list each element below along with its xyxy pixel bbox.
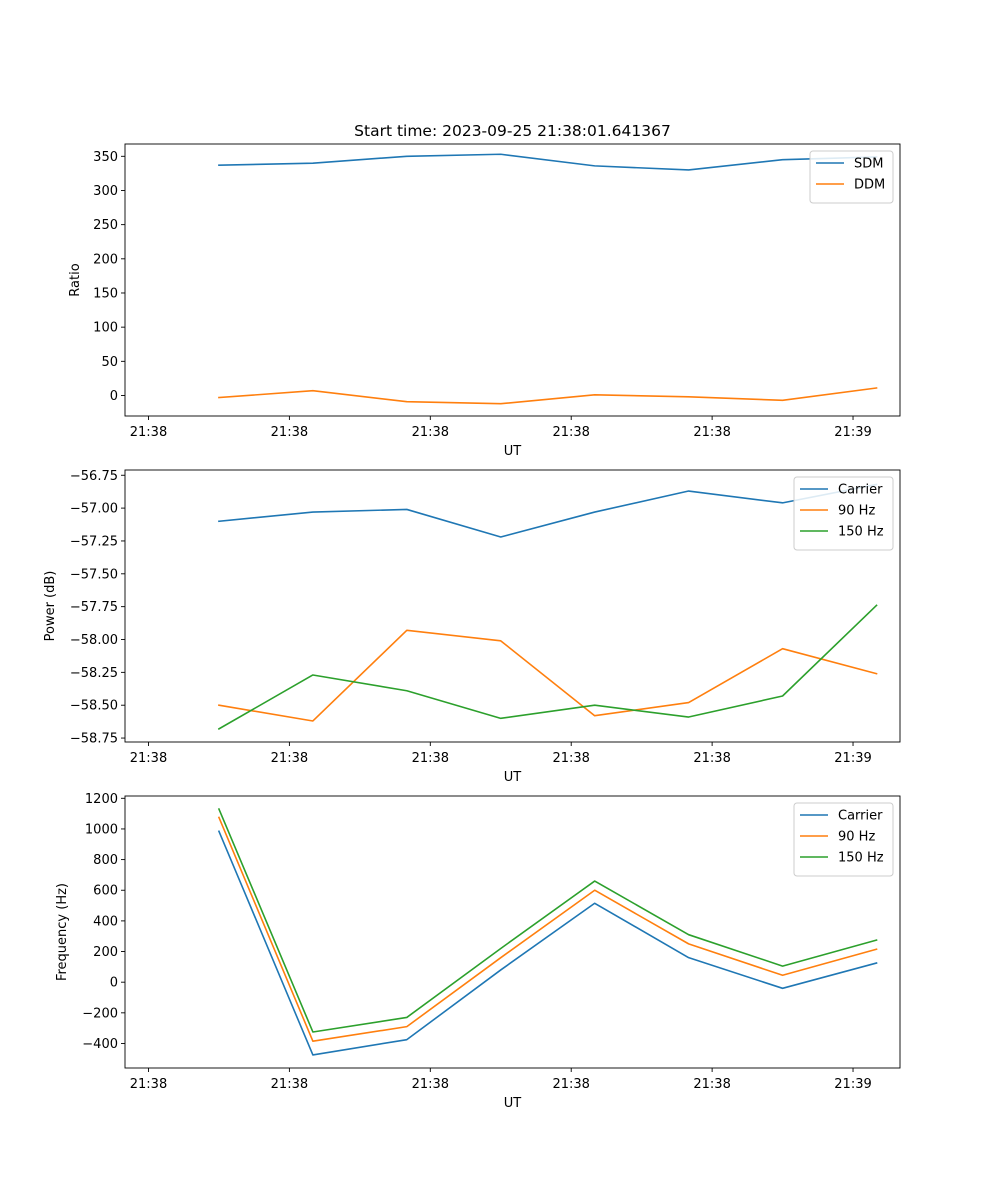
- series-line-150-hz: [217, 604, 878, 730]
- y-tick-label: 50: [101, 355, 118, 370]
- axes-frame: [124, 469, 901, 743]
- y-tick-label: −58.50: [70, 699, 118, 714]
- x-tick-label: 21:39: [834, 751, 871, 766]
- y-tick-label: 350: [93, 150, 118, 165]
- chart-title: Start time: 2023-09-25 21:38:01.641367: [354, 122, 671, 140]
- x-tick-label: 21:38: [552, 425, 589, 440]
- legend-entry: DDM: [854, 178, 885, 193]
- ratio-panel: 0 50 100 150 200 250 300 350 21:38 21:38 21:38 21:3…: [68, 143, 901, 459]
- y-tick-label: −56.75: [70, 469, 118, 484]
- x-tick-label: 21:38: [412, 1077, 449, 1092]
- y-tick-label: 0: [110, 389, 118, 404]
- x-axis-label: UT: [504, 444, 522, 459]
- x-tick-label: 21:38: [412, 425, 449, 440]
- legend: Carrier 90 Hz 150 Hz: [793, 802, 894, 877]
- x-tick-label: 21:38: [130, 425, 167, 440]
- x-axis-label: UT: [504, 1096, 522, 1111]
- y-tick-label: 300: [93, 184, 118, 199]
- y-tick-label: −57.25: [70, 534, 118, 549]
- x-axis-label: UT: [504, 770, 522, 785]
- axes-frame: [124, 143, 901, 417]
- y-tick-label: 0: [110, 976, 118, 991]
- legend-entry: 150 Hz: [838, 851, 884, 866]
- y-tick-label: 200: [93, 945, 118, 960]
- legend-entry: 150 Hz: [838, 525, 884, 540]
- y-tick-label: 400: [93, 914, 118, 929]
- y-tick-label: −200: [82, 1006, 118, 1021]
- y-tick-label: −58.75: [70, 732, 118, 747]
- x-tick-label: 21:38: [271, 751, 308, 766]
- legend-entry: 90 Hz: [838, 504, 875, 519]
- legend: Carrier 90 Hz 150 Hz: [793, 476, 894, 551]
- y-axis-label: Frequency (Hz): [55, 883, 70, 981]
- y-tick-label: 800: [93, 853, 118, 868]
- x-tick-label: 21:38: [130, 1077, 167, 1092]
- x-tick-label: 21:38: [693, 751, 730, 766]
- subplots: 0 50 100 150 200 250 300 350 21:38 21:38 21:38 21:3…: [43, 143, 901, 1111]
- x-tick-label: 21:38: [693, 1077, 730, 1092]
- frequency-panel: −400 −200 0 200 400 600 800 1000 1200 21:38 21:38 2…: [55, 792, 901, 1111]
- power-panel: −58.75 −58.50 −58.25 −58.00 −57.75 −57.50 −57.…: [43, 469, 901, 785]
- x-tick-label: 21:39: [834, 425, 871, 440]
- y-axis-label: Power (dB): [43, 571, 58, 642]
- y-tick-label: −58.00: [70, 633, 118, 648]
- y-tick-label: 100: [93, 321, 118, 336]
- series-line-carrier: [218, 483, 878, 538]
- legend-entry: 90 Hz: [838, 830, 875, 845]
- y-tick-label: −57.75: [70, 600, 118, 615]
- x-tick-label: 21:38: [552, 751, 589, 766]
- series-line-ddm: [218, 387, 878, 405]
- legend-entry: Carrier: [838, 809, 883, 824]
- x-tick-label: 21:38: [412, 751, 449, 766]
- x-tick-label: 21:38: [271, 1077, 308, 1092]
- y-tick-label: −400: [82, 1037, 118, 1052]
- series-line-150-hz: [217, 807, 878, 1033]
- axes-frame: [124, 795, 901, 1069]
- y-tick-label: 250: [93, 218, 118, 233]
- x-tick-label: 21:38: [271, 425, 308, 440]
- x-tick-label: 21:38: [552, 1077, 589, 1092]
- y-tick-label: 1000: [85, 822, 118, 837]
- legend-frame: [809, 150, 894, 204]
- series-line-90-hz: [217, 816, 878, 1042]
- y-tick-label: −58.25: [70, 666, 118, 681]
- legend: SDM DDM: [809, 150, 894, 204]
- series-line-90-hz: [218, 629, 878, 722]
- series-line-sdm: [218, 153, 878, 171]
- y-tick-label: −57.50: [70, 567, 118, 582]
- x-tick-label: 21:38: [130, 751, 167, 766]
- y-tick-label: 600: [93, 884, 118, 899]
- x-tick-label: 21:38: [693, 425, 730, 440]
- legend-entry: Carrier: [838, 483, 883, 498]
- legend-entry: SDM: [854, 157, 883, 172]
- y-tick-label: 150: [93, 286, 118, 301]
- y-tick-label: 200: [93, 252, 118, 267]
- y-tick-label: −57.00: [70, 502, 118, 517]
- x-tick-label: 21:39: [834, 1077, 871, 1092]
- y-axis-label: Ratio: [68, 263, 83, 296]
- series-line-carrier: [217, 830, 878, 1056]
- y-tick-label: 1200: [85, 792, 118, 807]
